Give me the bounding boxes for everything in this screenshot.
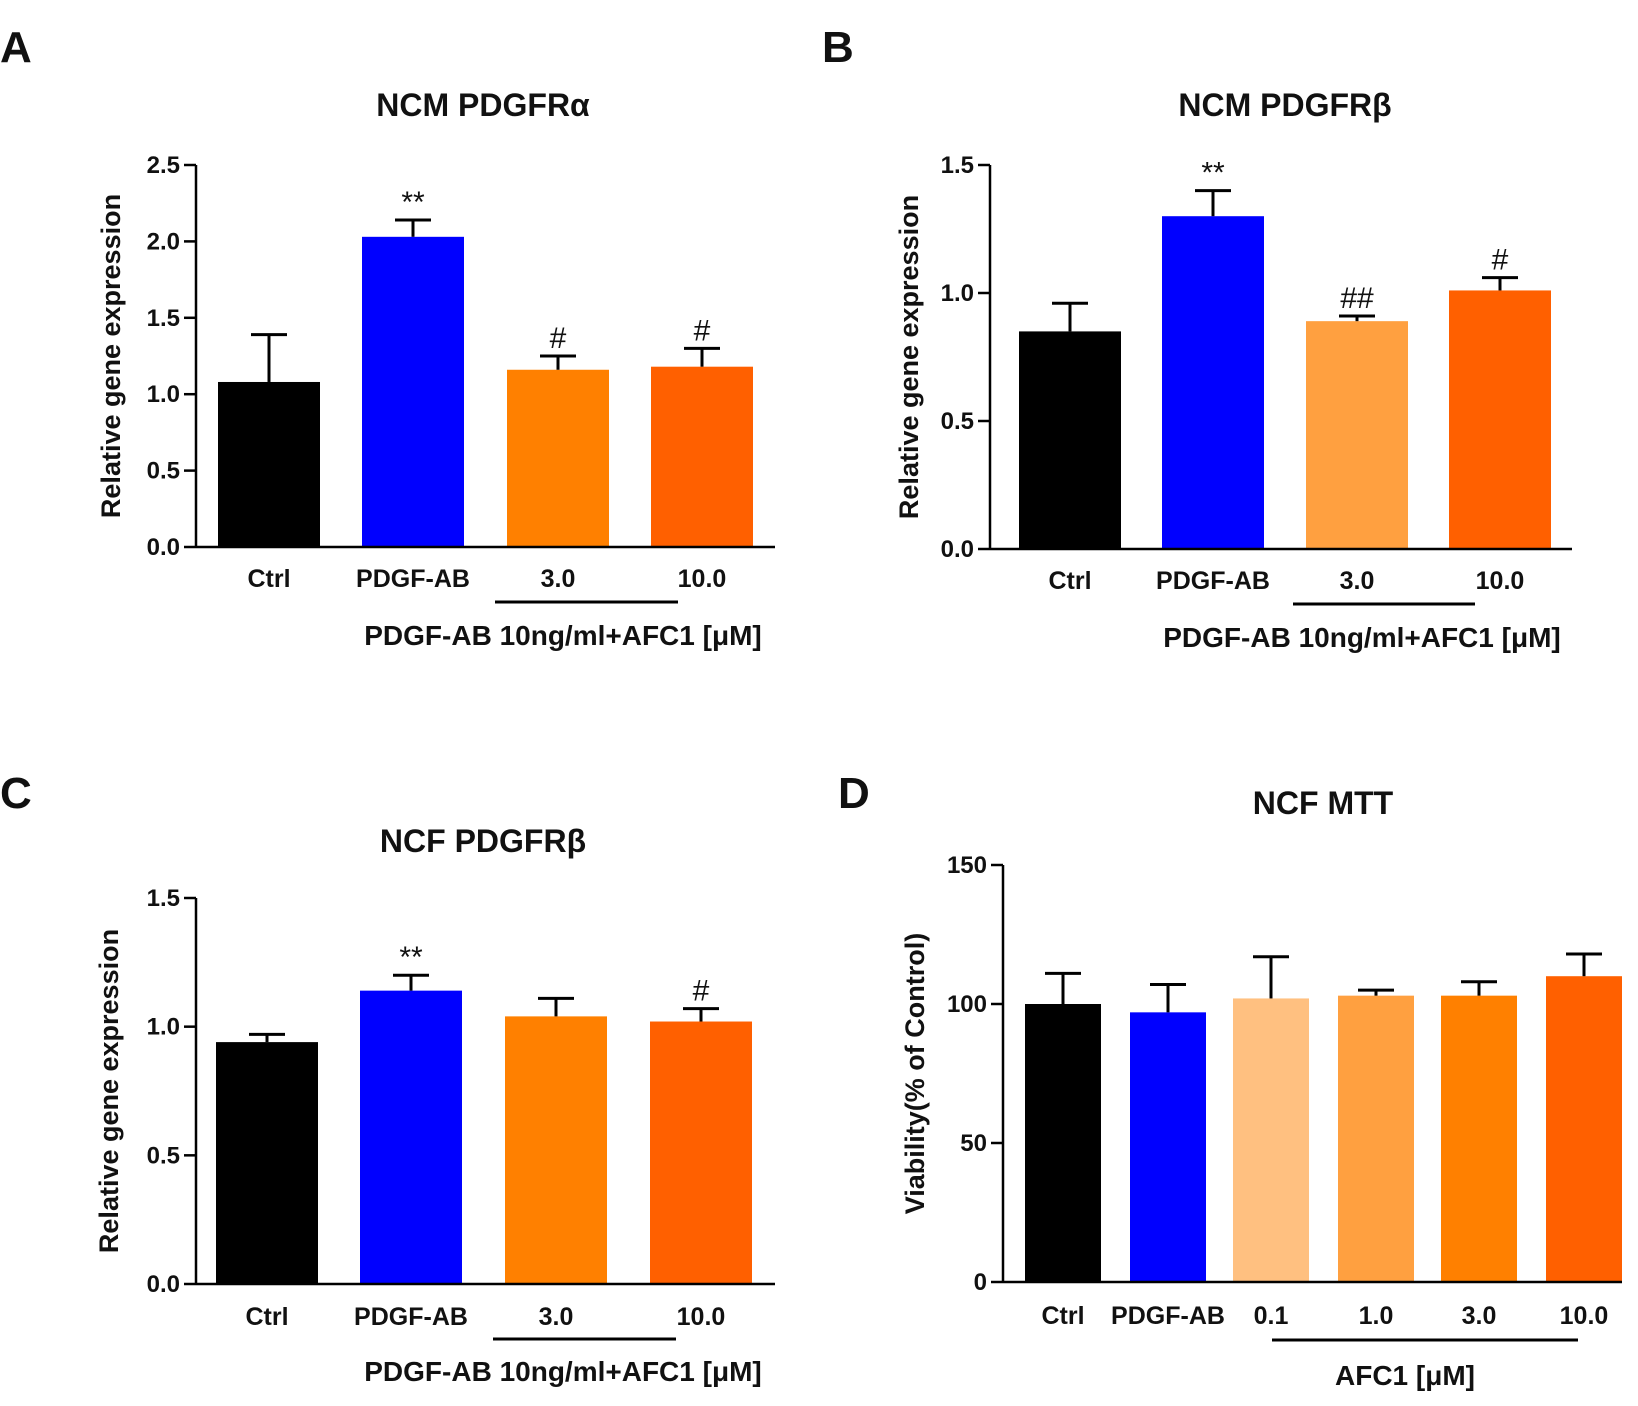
panel-letter: D (838, 769, 870, 818)
y-tick-label: 2.5 (147, 152, 180, 179)
y-tick-label: 0.5 (941, 408, 974, 435)
x-tick-label: PDGF-AB (1111, 1302, 1225, 1330)
significance-label: # (1492, 244, 1509, 277)
bar-3-0 (505, 1016, 607, 1284)
x-tick-label: Ctrl (245, 1303, 288, 1331)
y-tick-label: 1.0 (147, 1014, 180, 1041)
chart-title: NCM PDGFRα (376, 87, 590, 123)
bar-10-0 (650, 1021, 752, 1284)
bar-10-0 (651, 366, 753, 547)
bar-pdgf-ab (362, 236, 464, 548)
significance-label: # (550, 322, 567, 355)
bar-10-0 (1449, 290, 1551, 549)
y-tick-label: 1.0 (147, 381, 180, 408)
y-axis-label: Relative gene expression (96, 194, 126, 518)
x-tick-label: 10.0 (1476, 567, 1525, 595)
y-axis-label: Viability(% of Control) (900, 933, 930, 1215)
bar-3-0 (507, 369, 609, 547)
group-label: AFC1 [μM] (1335, 1360, 1475, 1391)
y-tick-label: 50 (960, 1130, 987, 1157)
panel-letter: A (0, 23, 32, 72)
y-tick-label: 0.5 (147, 458, 180, 485)
x-tick-label: 10.0 (1560, 1302, 1609, 1330)
x-tick-label: Ctrl (1048, 567, 1091, 595)
significance-label: ## (1340, 282, 1374, 315)
y-tick-label: 0.0 (147, 1271, 180, 1298)
significance-label: # (694, 314, 711, 347)
x-tick-label: PDGF-AB (1156, 567, 1270, 595)
bar-10-0 (1546, 976, 1622, 1282)
group-label: PDGF-AB 10ng/ml+AFC1 [μM] (364, 1356, 761, 1387)
y-tick-label: 2.0 (147, 228, 180, 255)
y-tick-label: 150 (947, 852, 987, 879)
y-axis-label: Relative gene expression (94, 929, 124, 1253)
chart-panel-a: A NCM PDGFRα Relative gene expression ** # #0… (0, 23, 775, 651)
y-tick-label: 100 (947, 991, 987, 1018)
x-tick-label: PDGF-AB (354, 1303, 468, 1331)
panel-letter: C (0, 769, 32, 818)
y-axis-label: Relative gene expression (894, 195, 924, 519)
significance-label: ** (399, 941, 423, 974)
bar-pdgf-ab (1162, 216, 1264, 549)
x-tick-label: 3.0 (1340, 567, 1375, 595)
panel-letter: B (822, 23, 854, 72)
y-tick-label: 1.0 (941, 280, 974, 307)
x-tick-label: 10.0 (678, 565, 727, 593)
chart-title: NCM PDGFRβ (1178, 87, 1391, 123)
x-tick-label: 1.0 (1359, 1302, 1394, 1330)
group-label: PDGF-AB 10ng/ml+AFC1 [μM] (1163, 622, 1560, 653)
y-tick-label: 0.0 (147, 534, 180, 561)
significance-label: # (693, 975, 710, 1008)
y-tick-label: 0 (974, 1269, 987, 1296)
bar-1-0 (1338, 995, 1414, 1282)
group-label: PDGF-AB 10ng/ml+AFC1 [μM] (364, 620, 761, 651)
x-tick-label: Ctrl (1041, 1302, 1084, 1330)
x-tick-label: 3.0 (539, 1303, 574, 1331)
bar-pdgf-ab (1130, 1012, 1206, 1282)
bar-ctrl (218, 381, 320, 547)
chart-title: NCF PDGFRβ (380, 823, 586, 859)
chart-panel-d: D NCF MTT Viability(% of Control) 0 50 100 150… (838, 769, 1622, 1391)
bar-3-0 (1306, 321, 1408, 549)
x-tick-label: Ctrl (247, 565, 290, 593)
significance-label: ** (1201, 157, 1225, 190)
y-tick-label: 0.0 (941, 536, 974, 563)
x-tick-label: 3.0 (541, 565, 576, 593)
chart-panel-c: C NCF PDGFRβ Relative gene expression ** #0.… (0, 769, 775, 1387)
significance-label: ** (401, 186, 425, 219)
y-tick-label: 1.5 (941, 152, 974, 179)
y-tick-label: 1.5 (147, 885, 180, 912)
bar-pdgf-ab (360, 990, 462, 1284)
y-tick-label: 1.5 (147, 305, 180, 332)
x-tick-label: 3.0 (1462, 1302, 1497, 1330)
x-tick-label: 0.1 (1254, 1302, 1289, 1330)
bar-ctrl (216, 1042, 318, 1284)
x-tick-label: 10.0 (677, 1303, 726, 1331)
bar-0-1 (1233, 998, 1309, 1282)
bar-ctrl (1025, 1004, 1101, 1282)
y-tick-label: 0.5 (147, 1142, 180, 1169)
bar-3-0 (1441, 995, 1517, 1282)
x-tick-label: PDGF-AB (356, 565, 470, 593)
bar-ctrl (1019, 331, 1121, 549)
chart-title: NCF MTT (1253, 785, 1394, 821)
